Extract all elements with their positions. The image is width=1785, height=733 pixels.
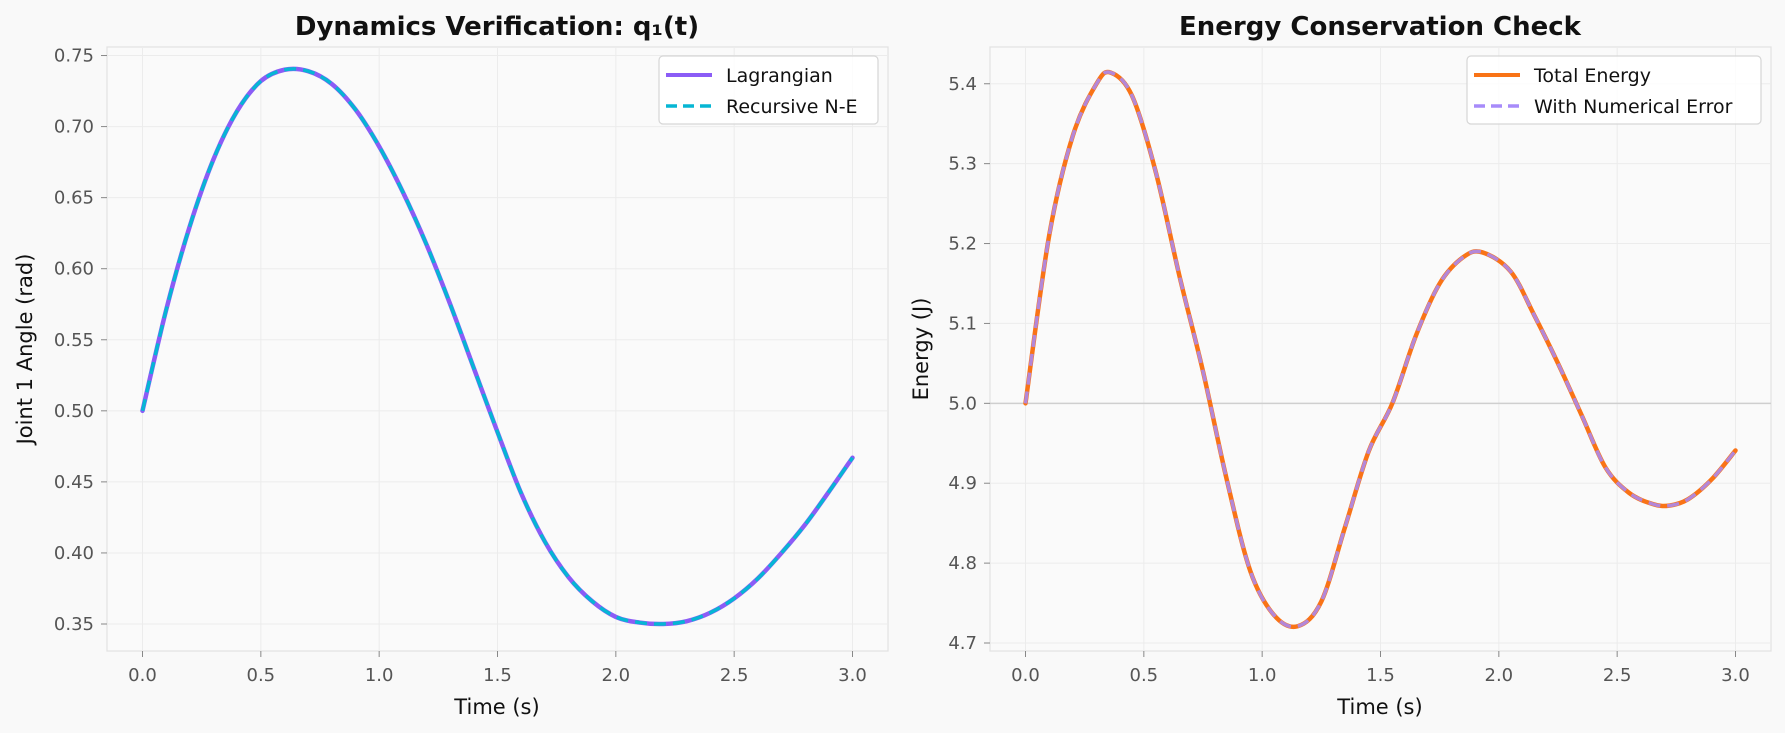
y-tick-label: 0.70	[54, 117, 94, 138]
y-tick-label: 0.45	[54, 472, 94, 493]
y-tick-label: 0.55	[54, 330, 94, 351]
y-tick-label: 5.3	[948, 154, 977, 175]
legend-label-recursive-ne: Recursive N-E	[726, 96, 858, 118]
dynamics-chart: 0.0 0.5 1.0 1.5 2.0 2.5 3.0 0.35 0.40 0.45 0.50 0.…	[13, 12, 889, 719]
x-tick-label: 3.0	[838, 665, 867, 686]
x-tick-label: 3.0	[1721, 665, 1750, 686]
x-axis-label: Time (s)	[1336, 695, 1422, 719]
y-tick-label: 0.60	[54, 259, 94, 280]
y-tick-label: 5.0	[948, 393, 977, 414]
y-tick-label: 0.40	[54, 543, 94, 564]
x-tick-label: 0.5	[247, 665, 276, 686]
x-tick-label: 1.5	[1366, 665, 1395, 686]
energy-chart: 0.0 0.5 1.0 1.5 2.0 2.5 3.0 4.7 4.8 4.9 5.0 5.1 5.2…	[909, 12, 1772, 719]
y-tick-label: 5.1	[948, 313, 977, 334]
series-line-recursive-n-e	[140, 67, 854, 626]
y-axis-label: Energy (J)	[909, 298, 933, 401]
y-tick-label: 4.7	[948, 633, 977, 654]
y-tick-label: 4.9	[948, 473, 977, 494]
x-tick-label: 0.0	[128, 665, 157, 686]
x-axis-label: Time (s)	[453, 695, 539, 719]
y-tick-label: 5.4	[948, 74, 977, 95]
x-tick-label: 0.0	[1011, 665, 1040, 686]
y-tick-label: 5.2	[948, 234, 977, 255]
y-axis-label: Joint 1 Angle (rad)	[13, 254, 37, 447]
legend: Total Energy With Numerical Error	[1466, 55, 1762, 125]
x-tick-label: 2.0	[602, 665, 631, 686]
legend-label-numerical-error: With Numerical Error	[1534, 96, 1733, 118]
y-tick-label: 4.8	[948, 553, 977, 574]
x-tick-label: 1.0	[365, 665, 394, 686]
legend-label-total-energy: Total Energy	[1533, 65, 1651, 87]
y-tick-label: 0.35	[54, 614, 94, 635]
x-tick-label: 2.5	[1603, 665, 1632, 686]
x-tick-label: 2.5	[720, 665, 749, 686]
chart-title: Dynamics Verification: q₁(t)	[295, 12, 699, 42]
x-tick-label: 0.5	[1130, 665, 1159, 686]
legend-label-lagrangian: Lagrangian	[726, 65, 833, 87]
legend: Lagrangian Recursive N-E	[658, 55, 879, 125]
x-tick-label: 2.0	[1485, 665, 1514, 686]
y-tick-label: 0.50	[54, 401, 94, 422]
chart-title: Energy Conservation Check	[1179, 12, 1582, 42]
series-line-with-numerical-error	[1023, 70, 1737, 629]
y-tick-label: 0.75	[54, 46, 94, 67]
x-tick-label: 1.0	[1248, 665, 1277, 686]
y-tick-label: 0.65	[54, 188, 94, 209]
x-tick-label: 1.5	[483, 665, 512, 686]
